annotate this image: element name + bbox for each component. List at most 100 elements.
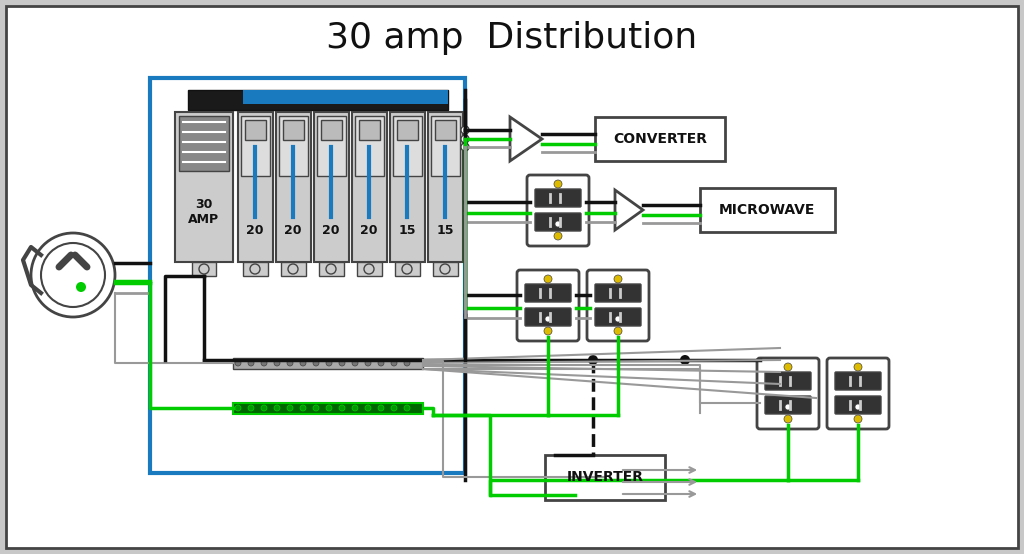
Circle shape <box>31 233 115 317</box>
Circle shape <box>248 360 254 366</box>
Circle shape <box>365 405 371 411</box>
Circle shape <box>404 405 410 411</box>
FancyBboxPatch shape <box>317 116 346 176</box>
Polygon shape <box>510 117 542 161</box>
FancyBboxPatch shape <box>587 270 649 341</box>
FancyBboxPatch shape <box>283 120 304 140</box>
Circle shape <box>404 360 410 366</box>
FancyBboxPatch shape <box>281 262 306 276</box>
Circle shape <box>274 405 280 411</box>
Circle shape <box>326 264 336 274</box>
Circle shape <box>440 264 450 274</box>
FancyBboxPatch shape <box>545 455 665 500</box>
Circle shape <box>274 360 280 366</box>
Circle shape <box>300 360 306 366</box>
Circle shape <box>313 405 319 411</box>
FancyBboxPatch shape <box>357 262 382 276</box>
Circle shape <box>76 282 86 292</box>
FancyBboxPatch shape <box>179 116 229 171</box>
Circle shape <box>854 415 862 423</box>
Text: CONVERTER: CONVERTER <box>613 132 707 146</box>
Circle shape <box>391 360 397 366</box>
Text: 30
AMP: 30 AMP <box>188 198 219 226</box>
FancyBboxPatch shape <box>319 262 344 276</box>
Circle shape <box>313 360 319 366</box>
FancyBboxPatch shape <box>435 120 456 140</box>
Circle shape <box>234 360 241 366</box>
FancyBboxPatch shape <box>835 372 881 390</box>
FancyBboxPatch shape <box>431 116 460 176</box>
Circle shape <box>339 405 345 411</box>
FancyBboxPatch shape <box>395 262 420 276</box>
FancyBboxPatch shape <box>243 90 449 104</box>
FancyBboxPatch shape <box>765 396 811 414</box>
Circle shape <box>614 327 622 335</box>
Text: 20: 20 <box>246 223 264 237</box>
Circle shape <box>554 180 562 188</box>
Polygon shape <box>615 190 643 230</box>
FancyBboxPatch shape <box>527 175 589 246</box>
Circle shape <box>784 415 792 423</box>
Circle shape <box>41 243 105 307</box>
Circle shape <box>461 126 469 134</box>
FancyBboxPatch shape <box>359 120 380 140</box>
Circle shape <box>287 405 293 411</box>
FancyBboxPatch shape <box>428 112 463 262</box>
Circle shape <box>461 135 469 143</box>
Circle shape <box>250 264 260 274</box>
Circle shape <box>364 264 374 274</box>
Circle shape <box>339 360 345 366</box>
FancyBboxPatch shape <box>6 6 1018 548</box>
Circle shape <box>352 405 358 411</box>
FancyBboxPatch shape <box>245 120 266 140</box>
FancyBboxPatch shape <box>765 372 811 390</box>
Circle shape <box>326 405 332 411</box>
Circle shape <box>680 355 690 365</box>
Text: MICROWAVE: MICROWAVE <box>719 203 815 217</box>
Circle shape <box>615 316 621 322</box>
Text: 20: 20 <box>285 223 302 237</box>
FancyBboxPatch shape <box>433 262 458 276</box>
Circle shape <box>554 232 562 240</box>
FancyBboxPatch shape <box>314 112 349 262</box>
FancyBboxPatch shape <box>321 120 342 140</box>
Circle shape <box>326 360 332 366</box>
Text: 15: 15 <box>398 223 416 237</box>
FancyBboxPatch shape <box>757 358 819 429</box>
Circle shape <box>261 360 267 366</box>
Circle shape <box>300 405 306 411</box>
Circle shape <box>784 363 792 371</box>
FancyBboxPatch shape <box>535 189 581 207</box>
FancyBboxPatch shape <box>276 112 311 262</box>
Text: 20: 20 <box>360 223 378 237</box>
Circle shape <box>555 221 561 227</box>
FancyBboxPatch shape <box>390 112 425 262</box>
FancyBboxPatch shape <box>835 396 881 414</box>
Text: 15: 15 <box>436 223 454 237</box>
FancyBboxPatch shape <box>279 116 308 176</box>
Circle shape <box>461 143 469 151</box>
Text: INVERTER: INVERTER <box>566 470 643 484</box>
FancyBboxPatch shape <box>352 112 387 262</box>
FancyBboxPatch shape <box>525 284 571 302</box>
Circle shape <box>234 405 241 411</box>
Text: 20: 20 <box>323 223 340 237</box>
Circle shape <box>352 360 358 366</box>
Circle shape <box>544 327 552 335</box>
FancyBboxPatch shape <box>517 270 579 341</box>
Circle shape <box>544 275 552 283</box>
FancyBboxPatch shape <box>355 116 384 176</box>
Circle shape <box>854 363 862 371</box>
FancyBboxPatch shape <box>595 117 725 161</box>
FancyBboxPatch shape <box>397 120 418 140</box>
Circle shape <box>391 405 397 411</box>
Circle shape <box>365 360 371 366</box>
Circle shape <box>545 316 551 322</box>
FancyBboxPatch shape <box>175 112 233 262</box>
Circle shape <box>785 404 791 410</box>
FancyBboxPatch shape <box>233 358 423 369</box>
FancyBboxPatch shape <box>188 90 449 110</box>
Circle shape <box>287 360 293 366</box>
Circle shape <box>614 275 622 283</box>
Circle shape <box>261 405 267 411</box>
